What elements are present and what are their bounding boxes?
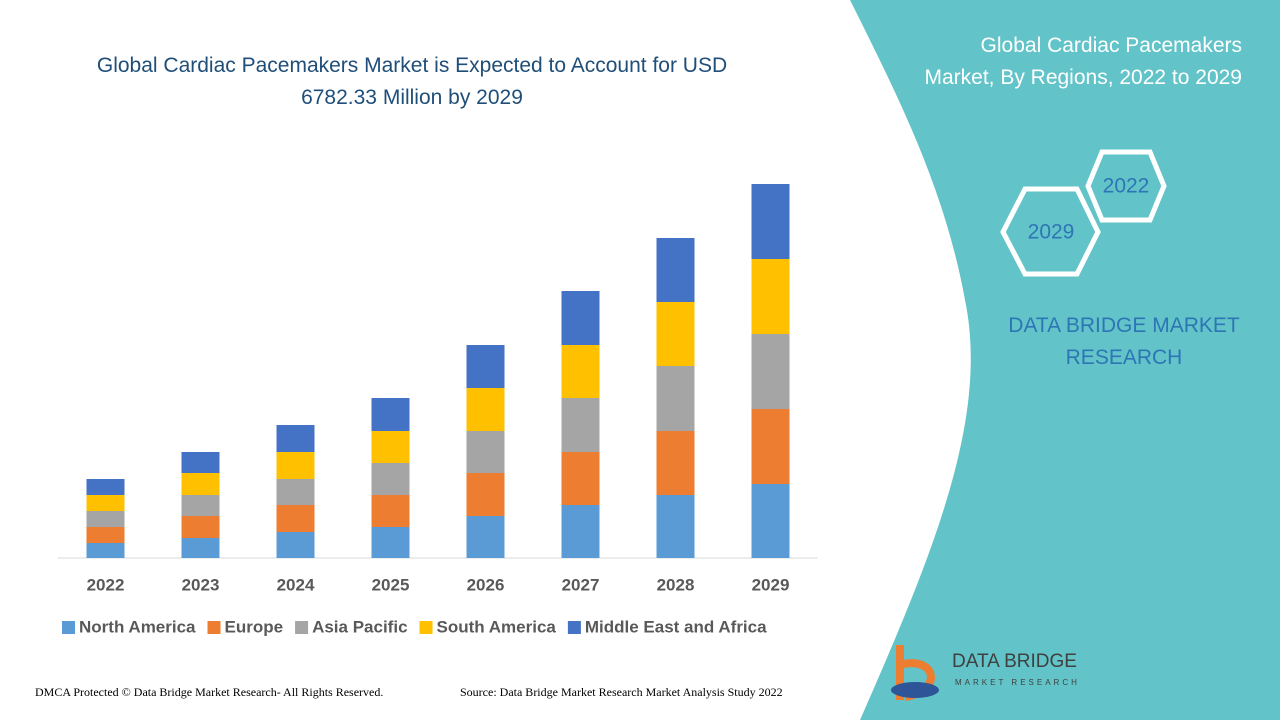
- hex-label: 2022: [1103, 175, 1150, 198]
- bar-segment: [561, 398, 600, 452]
- hex-label: 2029: [1028, 221, 1075, 244]
- bar-segment: [466, 388, 505, 431]
- bar-segment: [656, 238, 695, 302]
- bar-segment: [656, 366, 695, 431]
- x-tick-label: 2027: [562, 575, 600, 594]
- bar-segment: [751, 484, 790, 558]
- x-tick-label: 2022: [87, 575, 125, 594]
- x-tick-label: 2026: [467, 575, 505, 594]
- bar-segment: [276, 532, 315, 558]
- logo-tagline: MARKET RESEARCH: [955, 678, 1080, 687]
- x-tick-label: 2024: [277, 575, 315, 594]
- bar-segment: [751, 259, 790, 334]
- side-panel: [850, 0, 1280, 720]
- legend-swatch: [567, 621, 581, 634]
- bar-segment: [656, 495, 695, 558]
- legend-label: North America: [79, 617, 196, 636]
- legend-swatch: [207, 621, 221, 634]
- bar-segment: [86, 495, 125, 511]
- bar-segment: [86, 511, 125, 527]
- bar-segment: [181, 538, 220, 558]
- bar-segment: [86, 479, 125, 495]
- bar-segment: [561, 291, 600, 345]
- bar-segment: [371, 431, 410, 463]
- footer-left: DMCA Protected © Data Bridge Market Rese…: [35, 685, 383, 699]
- logo-icon: [891, 682, 939, 698]
- bar-segment: [466, 516, 505, 558]
- bar-segment: [276, 505, 315, 532]
- legend-swatch: [295, 621, 309, 634]
- hexagon: [1085, 149, 1167, 223]
- panel-title: Global Cardiac Pacemakers Market, By Regi…: [924, 34, 1242, 89]
- bar-segment: [561, 345, 600, 398]
- bar-segment: [561, 505, 600, 558]
- bar-segment: [371, 398, 410, 431]
- bar-segment: [751, 334, 790, 409]
- legend-swatch: [62, 621, 75, 634]
- bar-segment: [561, 452, 600, 505]
- bar-segment: [86, 527, 125, 543]
- bar-segment: [276, 479, 315, 505]
- legend-label: Middle East and Africa: [585, 617, 767, 636]
- hexagon: [1000, 186, 1101, 277]
- brand: DATA BRIDGE MARKET RESEARCH: [1008, 314, 1240, 369]
- x-tick-label: 2025: [372, 575, 410, 594]
- bar-segment: [276, 452, 315, 479]
- x-tick-label: 2023: [182, 575, 220, 594]
- bar-segment: [751, 409, 790, 484]
- bar-segment: [466, 473, 505, 516]
- bar-segment: [466, 431, 505, 473]
- bar-segment: [181, 516, 220, 538]
- bar-segment: [181, 452, 220, 473]
- bar-segment: [751, 184, 790, 259]
- legend-label: Asia Pacific: [312, 617, 407, 636]
- bar-segment: [466, 345, 505, 388]
- footer-right: Source: Data Bridge Market Research Mark…: [460, 685, 783, 699]
- bar-segment: [656, 431, 695, 495]
- x-tick-label: 2029: [752, 575, 790, 594]
- chart-title: Global Cardiac Pacemakers Market is Expe…: [97, 54, 727, 109]
- legend-label: South America: [437, 617, 557, 636]
- bar-segment: [371, 463, 410, 495]
- legend-swatch: [419, 621, 433, 634]
- bar-segment: [371, 527, 410, 558]
- x-tick-label: 2028: [657, 575, 695, 594]
- bar-segment: [656, 302, 695, 366]
- bar-segment: [86, 543, 125, 558]
- bar-segment: [181, 495, 220, 516]
- bar-segment: [181, 473, 220, 495]
- bar-segment: [276, 425, 315, 452]
- bar-segment: [371, 495, 410, 527]
- logo-name: DATA BRIDGE: [952, 651, 1077, 672]
- legend-label: Europe: [225, 617, 284, 636]
